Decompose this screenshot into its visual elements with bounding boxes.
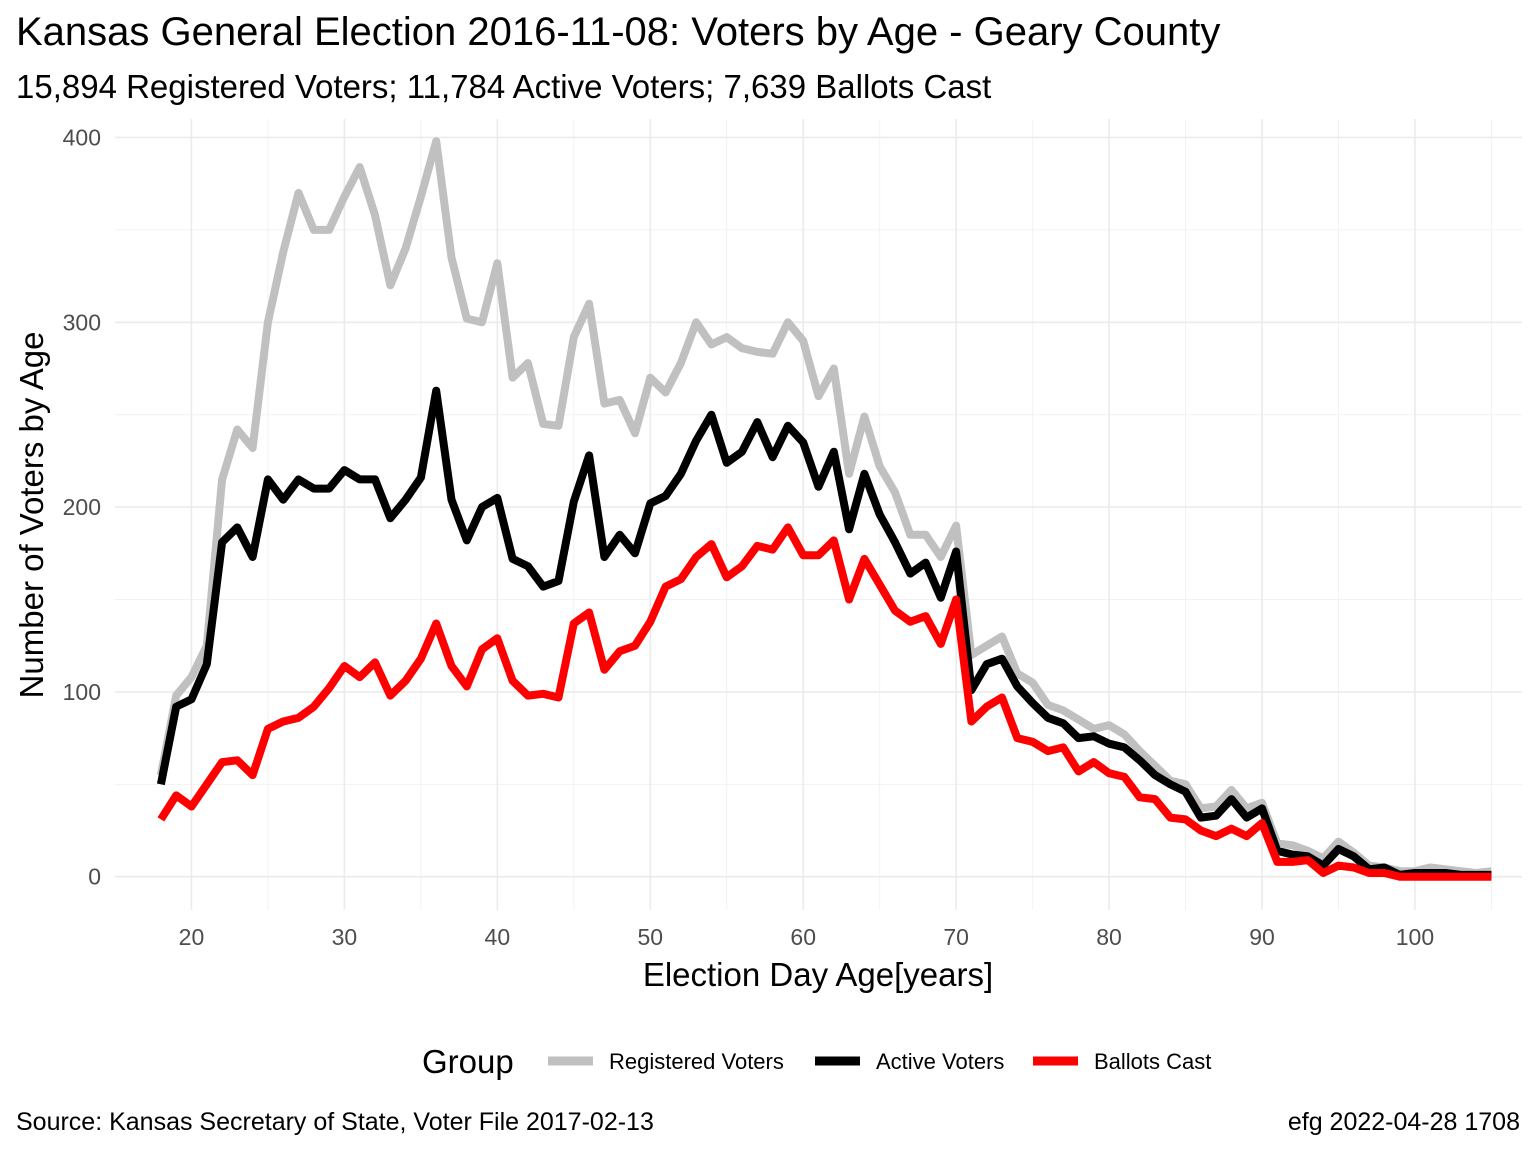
legend-title: Group (422, 1043, 514, 1080)
x-tick-label: 60 (790, 924, 816, 950)
x-tick-label: 30 (332, 924, 358, 950)
x-tick-label: 20 (179, 924, 205, 950)
legend-label-3: Ballots Cast (1094, 1049, 1211, 1074)
source-caption: Source: Kansas Secretary of State, Voter… (16, 1108, 654, 1136)
grid-minor (115, 119, 1522, 910)
y-tick-labels: 0 100 200 300 400 (63, 124, 101, 889)
chart-subtitle: 15,894 Registered Voters; 11,784 Active … (16, 68, 992, 105)
series-line-3 (157, 523, 1492, 881)
x-tick-label: 100 (1396, 924, 1434, 950)
y-tick-label: 0 (88, 864, 101, 890)
legend-label-2: Active Voters (876, 1049, 1004, 1074)
x-tick-label: 80 (1096, 924, 1122, 950)
x-tick-label: 90 (1249, 924, 1275, 950)
x-tick-label: 40 (485, 924, 511, 950)
series-lines (156, 137, 1492, 881)
x-tick-labels: 20 30 40 50 60 70 80 90 100 (179, 924, 1434, 950)
legend-label-1: Registered Voters (609, 1049, 784, 1074)
x-tick-label: 70 (943, 924, 969, 950)
chart-title: Kansas General Election 2016-11-08: Vote… (16, 10, 1221, 54)
y-tick-label: 100 (63, 679, 101, 705)
x-tick-label: 50 (637, 924, 663, 950)
y-tick-label: 400 (63, 124, 101, 150)
credit-caption: efg 2022-04-28 1708 (1287, 1108, 1520, 1136)
series-line-2 (156, 386, 1492, 879)
y-axis-title: Number of Voters by Age (13, 332, 50, 699)
y-tick-label: 300 (63, 309, 101, 335)
x-axis-title: Election Day Age[years] (643, 956, 993, 993)
y-tick-label: 200 (63, 494, 101, 520)
grid-major (115, 119, 1522, 910)
legend: Group Registered Voters Active Voters Ball… (422, 1043, 1211, 1080)
